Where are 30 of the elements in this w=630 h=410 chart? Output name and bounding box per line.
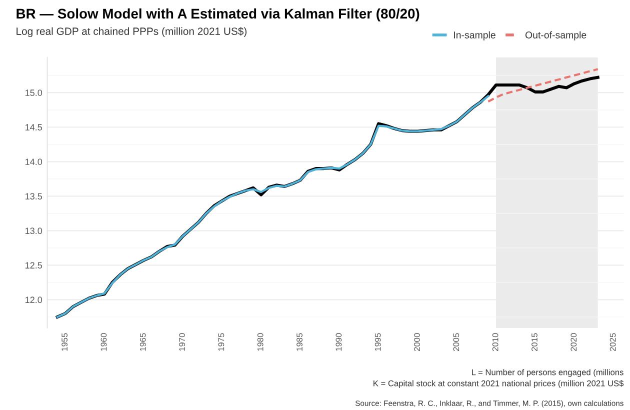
x-tick-label: 1995	[374, 333, 381, 351]
x-tick-label: 1975	[218, 333, 224, 351]
y-tick-label: 14.5	[26, 124, 42, 130]
y-tick-label: 13.5	[26, 193, 42, 200]
chart-title: BR — Solow Model with A Estimated via Kalman Filter (80/20)	[16, 8, 420, 22]
y-tick-label: 14.0	[26, 158, 42, 165]
line-series	[56, 95, 490, 318]
x-tick-label: 1990	[336, 333, 342, 351]
x-tick-label: 2005	[453, 333, 460, 351]
x-tick-label: 1965	[140, 333, 146, 351]
text: L = Number of persons engaged (millions	[472, 369, 624, 377]
x-tick-label: 1960	[100, 333, 107, 351]
text: K = Capital stock at constant 2021 national prices (million 2021 US$	[374, 380, 624, 388]
chart-subtitle: Log real GDP at chained PPPs (million 2021 US$)	[16, 27, 247, 38]
x-tick-label: 1970	[179, 333, 185, 351]
y-tick-label: 12.5	[26, 262, 42, 269]
y-tick-label: 13.0	[26, 228, 42, 234]
x-tick-label: 1980	[257, 333, 264, 351]
legend-label: In-sample	[454, 31, 496, 40]
x-tick-label: 2025	[610, 333, 616, 351]
y-tick-label: 15.0	[26, 90, 42, 96]
line-series	[487, 68, 599, 103]
x-tick-label: 1985	[296, 333, 302, 351]
x-tick-label: 2020	[570, 333, 577, 351]
x-tick-label: 1955	[62, 333, 68, 351]
x-tick-label: 2000	[414, 333, 420, 351]
x-tick-label: 2010	[492, 333, 498, 351]
y-tick-label: 12.0	[26, 296, 42, 304]
x-tick-label: 2015	[532, 333, 538, 351]
legend-label: Out-of-sample	[525, 31, 586, 40]
